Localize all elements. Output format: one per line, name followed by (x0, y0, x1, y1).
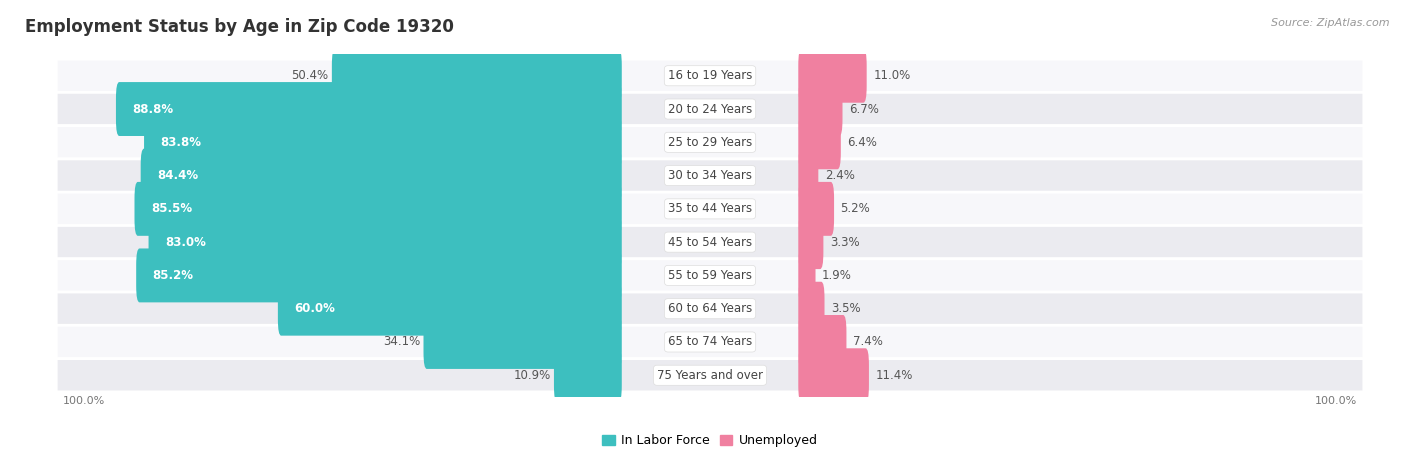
Text: 60.0%: 60.0% (294, 302, 335, 315)
FancyBboxPatch shape (56, 226, 1364, 259)
FancyBboxPatch shape (56, 59, 1364, 92)
FancyBboxPatch shape (56, 92, 1364, 126)
Text: 6.4%: 6.4% (848, 136, 877, 149)
Text: 2.4%: 2.4% (825, 169, 855, 182)
Text: 88.8%: 88.8% (132, 102, 173, 115)
Text: 84.4%: 84.4% (157, 169, 198, 182)
Text: 35 to 44 Years: 35 to 44 Years (668, 202, 752, 216)
Text: 50.4%: 50.4% (291, 69, 329, 82)
FancyBboxPatch shape (554, 348, 621, 402)
FancyBboxPatch shape (56, 359, 1364, 392)
FancyBboxPatch shape (799, 82, 842, 136)
FancyBboxPatch shape (799, 315, 846, 369)
Text: 55 to 59 Years: 55 to 59 Years (668, 269, 752, 282)
Text: 25 to 29 Years: 25 to 29 Years (668, 136, 752, 149)
FancyBboxPatch shape (56, 325, 1364, 359)
Text: 34.1%: 34.1% (382, 336, 420, 349)
FancyBboxPatch shape (332, 49, 621, 103)
FancyBboxPatch shape (56, 159, 1364, 192)
Text: 3.5%: 3.5% (831, 302, 860, 315)
Text: 30 to 34 Years: 30 to 34 Years (668, 169, 752, 182)
FancyBboxPatch shape (149, 215, 621, 269)
Text: 6.7%: 6.7% (849, 102, 879, 115)
FancyBboxPatch shape (799, 182, 834, 236)
Text: 20 to 24 Years: 20 to 24 Years (668, 102, 752, 115)
Text: 85.2%: 85.2% (152, 269, 194, 282)
FancyBboxPatch shape (799, 49, 866, 103)
Text: 85.5%: 85.5% (150, 202, 193, 216)
FancyBboxPatch shape (799, 282, 824, 336)
FancyBboxPatch shape (423, 315, 621, 369)
Text: 16 to 19 Years: 16 to 19 Years (668, 69, 752, 82)
Text: 5.2%: 5.2% (841, 202, 870, 216)
FancyBboxPatch shape (141, 149, 621, 202)
FancyBboxPatch shape (135, 182, 621, 236)
Text: 45 to 54 Years: 45 to 54 Years (668, 235, 752, 249)
Text: 1.9%: 1.9% (823, 269, 852, 282)
FancyBboxPatch shape (56, 192, 1364, 226)
Text: 83.8%: 83.8% (160, 136, 201, 149)
Text: Source: ZipAtlas.com: Source: ZipAtlas.com (1271, 18, 1389, 28)
Text: 100.0%: 100.0% (1315, 396, 1357, 406)
FancyBboxPatch shape (56, 292, 1364, 325)
Text: 11.0%: 11.0% (873, 69, 911, 82)
Legend: In Labor Force, Unemployed: In Labor Force, Unemployed (598, 429, 823, 451)
FancyBboxPatch shape (143, 115, 621, 169)
FancyBboxPatch shape (799, 115, 841, 169)
FancyBboxPatch shape (799, 348, 869, 402)
Text: 83.0%: 83.0% (165, 235, 205, 249)
Text: 11.4%: 11.4% (876, 369, 912, 382)
Text: 3.3%: 3.3% (830, 235, 859, 249)
FancyBboxPatch shape (56, 126, 1364, 159)
Text: 7.4%: 7.4% (853, 336, 883, 349)
Text: 75 Years and over: 75 Years and over (657, 369, 763, 382)
Text: 65 to 74 Years: 65 to 74 Years (668, 336, 752, 349)
FancyBboxPatch shape (278, 282, 621, 336)
FancyBboxPatch shape (799, 249, 815, 302)
Text: 60 to 64 Years: 60 to 64 Years (668, 302, 752, 315)
FancyBboxPatch shape (115, 82, 621, 136)
FancyBboxPatch shape (799, 149, 818, 202)
FancyBboxPatch shape (799, 215, 824, 269)
Text: 100.0%: 100.0% (63, 396, 105, 406)
FancyBboxPatch shape (56, 259, 1364, 292)
Text: Employment Status by Age in Zip Code 19320: Employment Status by Age in Zip Code 193… (25, 18, 454, 36)
FancyBboxPatch shape (136, 249, 621, 302)
Text: 10.9%: 10.9% (513, 369, 551, 382)
